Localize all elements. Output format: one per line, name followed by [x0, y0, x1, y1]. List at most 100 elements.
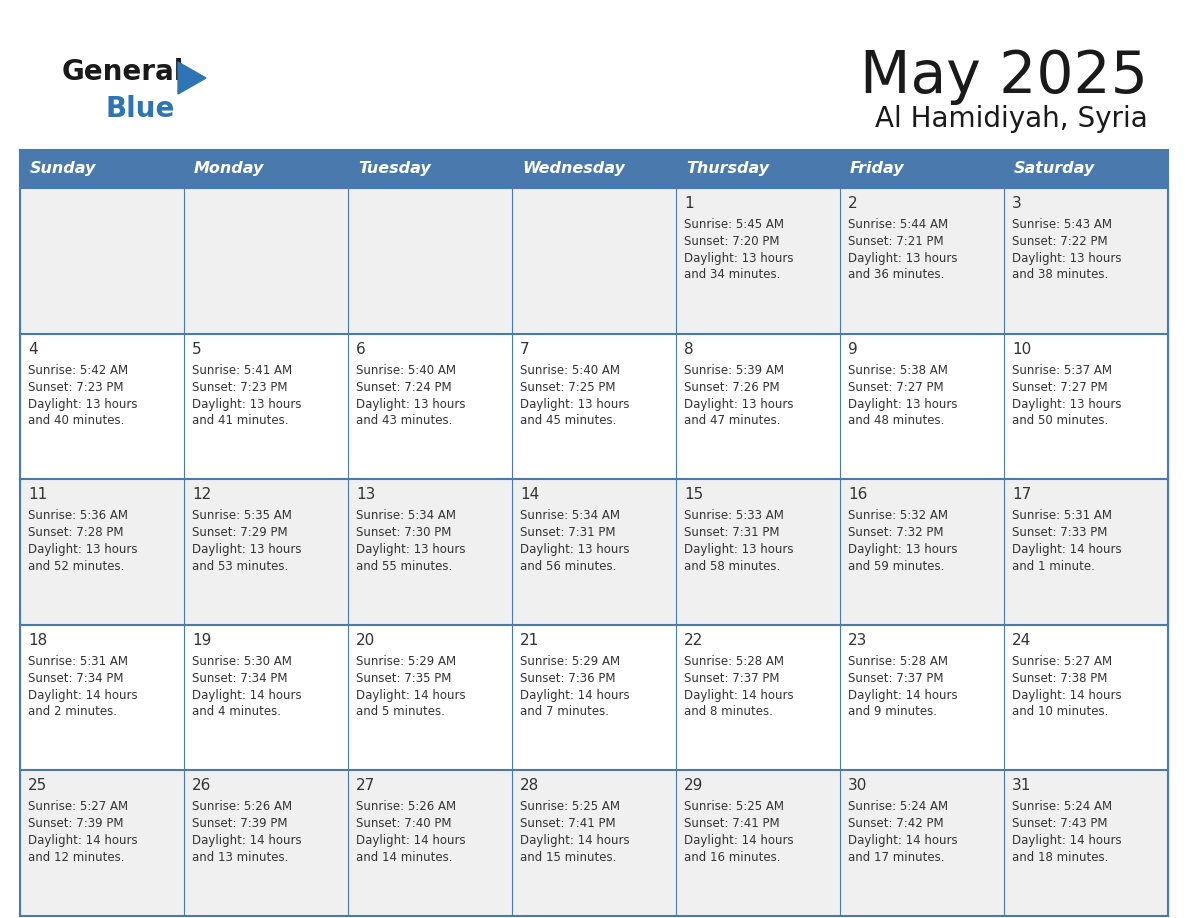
- Text: Sunset: 7:24 PM: Sunset: 7:24 PM: [356, 381, 451, 394]
- Text: Sunset: 7:33 PM: Sunset: 7:33 PM: [1012, 526, 1107, 539]
- Text: Sunset: 7:41 PM: Sunset: 7:41 PM: [520, 817, 615, 831]
- Text: Sunrise: 5:24 AM: Sunrise: 5:24 AM: [1012, 800, 1112, 813]
- Text: 30: 30: [848, 778, 867, 793]
- Text: Sunrise: 5:24 AM: Sunrise: 5:24 AM: [848, 800, 948, 813]
- Text: General: General: [62, 58, 184, 86]
- Text: Sunrise: 5:28 AM: Sunrise: 5:28 AM: [848, 655, 948, 667]
- Text: Sunset: 7:42 PM: Sunset: 7:42 PM: [848, 817, 943, 831]
- Text: Thursday: Thursday: [685, 162, 769, 176]
- Text: 17: 17: [1012, 487, 1031, 502]
- Bar: [20, 625, 1168, 770]
- Text: Daylight: 13 hours
and 50 minutes.: Daylight: 13 hours and 50 minutes.: [1012, 397, 1121, 427]
- Text: Sunrise: 5:28 AM: Sunrise: 5:28 AM: [684, 655, 784, 667]
- Text: Daylight: 14 hours
and 9 minutes.: Daylight: 14 hours and 9 minutes.: [848, 688, 958, 718]
- Text: Sunday: Sunday: [30, 162, 96, 176]
- Text: Daylight: 13 hours
and 56 minutes.: Daylight: 13 hours and 56 minutes.: [520, 543, 630, 573]
- Text: Sunset: 7:27 PM: Sunset: 7:27 PM: [848, 381, 943, 394]
- Text: 14: 14: [520, 487, 539, 502]
- Text: Sunrise: 5:31 AM: Sunrise: 5:31 AM: [29, 655, 128, 667]
- Text: Daylight: 14 hours
and 10 minutes.: Daylight: 14 hours and 10 minutes.: [1012, 688, 1121, 718]
- Text: Daylight: 14 hours
and 1 minute.: Daylight: 14 hours and 1 minute.: [1012, 543, 1121, 573]
- Text: Sunrise: 5:26 AM: Sunrise: 5:26 AM: [192, 800, 292, 813]
- Text: Sunset: 7:23 PM: Sunset: 7:23 PM: [29, 381, 124, 394]
- Text: Sunset: 7:31 PM: Sunset: 7:31 PM: [520, 526, 615, 539]
- Text: Sunrise: 5:34 AM: Sunrise: 5:34 AM: [520, 509, 620, 522]
- Text: 20: 20: [356, 633, 375, 648]
- Text: Sunrise: 5:26 AM: Sunrise: 5:26 AM: [356, 800, 456, 813]
- Text: Daylight: 13 hours
and 58 minutes.: Daylight: 13 hours and 58 minutes.: [684, 543, 794, 573]
- Text: Sunrise: 5:34 AM: Sunrise: 5:34 AM: [356, 509, 456, 522]
- Text: Sunset: 7:37 PM: Sunset: 7:37 PM: [684, 672, 779, 685]
- Text: 21: 21: [520, 633, 539, 648]
- Bar: [20, 150, 1168, 188]
- Text: 5: 5: [192, 341, 202, 356]
- Text: Sunrise: 5:33 AM: Sunrise: 5:33 AM: [684, 509, 784, 522]
- Text: Daylight: 14 hours
and 18 minutes.: Daylight: 14 hours and 18 minutes.: [1012, 834, 1121, 864]
- Text: 8: 8: [684, 341, 694, 356]
- Text: 6: 6: [356, 341, 366, 356]
- Text: Sunset: 7:21 PM: Sunset: 7:21 PM: [848, 235, 943, 248]
- Text: Sunrise: 5:45 AM: Sunrise: 5:45 AM: [684, 218, 784, 231]
- Text: Sunset: 7:23 PM: Sunset: 7:23 PM: [192, 381, 287, 394]
- Text: Daylight: 14 hours
and 13 minutes.: Daylight: 14 hours and 13 minutes.: [192, 834, 302, 864]
- Text: Daylight: 14 hours
and 8 minutes.: Daylight: 14 hours and 8 minutes.: [684, 688, 794, 718]
- Text: Sunrise: 5:40 AM: Sunrise: 5:40 AM: [356, 364, 456, 376]
- Text: Daylight: 13 hours
and 36 minutes.: Daylight: 13 hours and 36 minutes.: [848, 252, 958, 282]
- Text: Daylight: 14 hours
and 14 minutes.: Daylight: 14 hours and 14 minutes.: [356, 834, 466, 864]
- Text: 15: 15: [684, 487, 703, 502]
- Text: 2: 2: [848, 196, 858, 211]
- Text: Monday: Monday: [194, 162, 265, 176]
- Text: Daylight: 13 hours
and 53 minutes.: Daylight: 13 hours and 53 minutes.: [192, 543, 302, 573]
- Text: Sunrise: 5:30 AM: Sunrise: 5:30 AM: [192, 655, 292, 667]
- Text: Daylight: 13 hours
and 45 minutes.: Daylight: 13 hours and 45 minutes.: [520, 397, 630, 427]
- Text: Saturday: Saturday: [1015, 162, 1095, 176]
- Bar: [20, 479, 1168, 625]
- Text: Sunrise: 5:41 AM: Sunrise: 5:41 AM: [192, 364, 292, 376]
- Text: Sunrise: 5:32 AM: Sunrise: 5:32 AM: [848, 509, 948, 522]
- Text: Sunrise: 5:38 AM: Sunrise: 5:38 AM: [848, 364, 948, 376]
- Text: Sunset: 7:37 PM: Sunset: 7:37 PM: [848, 672, 943, 685]
- Text: Sunset: 7:39 PM: Sunset: 7:39 PM: [192, 817, 287, 831]
- Text: 24: 24: [1012, 633, 1031, 648]
- Text: 12: 12: [192, 487, 211, 502]
- Text: Daylight: 14 hours
and 16 minutes.: Daylight: 14 hours and 16 minutes.: [684, 834, 794, 864]
- Text: 19: 19: [192, 633, 211, 648]
- Text: 3: 3: [1012, 196, 1022, 211]
- Text: 22: 22: [684, 633, 703, 648]
- Text: Sunset: 7:41 PM: Sunset: 7:41 PM: [684, 817, 779, 831]
- Text: Sunset: 7:28 PM: Sunset: 7:28 PM: [29, 526, 124, 539]
- Text: 26: 26: [192, 778, 211, 793]
- Text: 31: 31: [1012, 778, 1031, 793]
- Text: Sunset: 7:34 PM: Sunset: 7:34 PM: [192, 672, 287, 685]
- Text: Daylight: 14 hours
and 5 minutes.: Daylight: 14 hours and 5 minutes.: [356, 688, 466, 718]
- Bar: [20, 188, 1168, 333]
- Text: Sunset: 7:27 PM: Sunset: 7:27 PM: [1012, 381, 1107, 394]
- Text: Daylight: 13 hours
and 48 minutes.: Daylight: 13 hours and 48 minutes.: [848, 397, 958, 427]
- Text: Sunrise: 5:29 AM: Sunrise: 5:29 AM: [356, 655, 456, 667]
- Text: Sunset: 7:34 PM: Sunset: 7:34 PM: [29, 672, 124, 685]
- Text: Sunset: 7:39 PM: Sunset: 7:39 PM: [29, 817, 124, 831]
- Bar: [20, 770, 1168, 916]
- Text: Sunrise: 5:43 AM: Sunrise: 5:43 AM: [1012, 218, 1112, 231]
- Text: 27: 27: [356, 778, 375, 793]
- Text: Sunrise: 5:37 AM: Sunrise: 5:37 AM: [1012, 364, 1112, 376]
- Text: 16: 16: [848, 487, 867, 502]
- Text: Sunset: 7:30 PM: Sunset: 7:30 PM: [356, 526, 451, 539]
- Text: Sunset: 7:43 PM: Sunset: 7:43 PM: [1012, 817, 1107, 831]
- Text: 13: 13: [356, 487, 375, 502]
- Text: Friday: Friday: [849, 162, 904, 176]
- Text: Sunrise: 5:39 AM: Sunrise: 5:39 AM: [684, 364, 784, 376]
- Text: Sunset: 7:22 PM: Sunset: 7:22 PM: [1012, 235, 1107, 248]
- Text: 4: 4: [29, 341, 38, 356]
- Polygon shape: [178, 62, 206, 94]
- Text: Sunrise: 5:29 AM: Sunrise: 5:29 AM: [520, 655, 620, 667]
- Text: Sunrise: 5:25 AM: Sunrise: 5:25 AM: [684, 800, 784, 813]
- Text: Sunset: 7:29 PM: Sunset: 7:29 PM: [192, 526, 287, 539]
- Text: Sunset: 7:26 PM: Sunset: 7:26 PM: [684, 381, 779, 394]
- Text: Daylight: 14 hours
and 12 minutes.: Daylight: 14 hours and 12 minutes.: [29, 834, 138, 864]
- Text: Daylight: 13 hours
and 47 minutes.: Daylight: 13 hours and 47 minutes.: [684, 397, 794, 427]
- Text: Sunrise: 5:44 AM: Sunrise: 5:44 AM: [848, 218, 948, 231]
- Text: Sunset: 7:31 PM: Sunset: 7:31 PM: [684, 526, 779, 539]
- Text: 10: 10: [1012, 341, 1031, 356]
- Text: Daylight: 14 hours
and 15 minutes.: Daylight: 14 hours and 15 minutes.: [520, 834, 630, 864]
